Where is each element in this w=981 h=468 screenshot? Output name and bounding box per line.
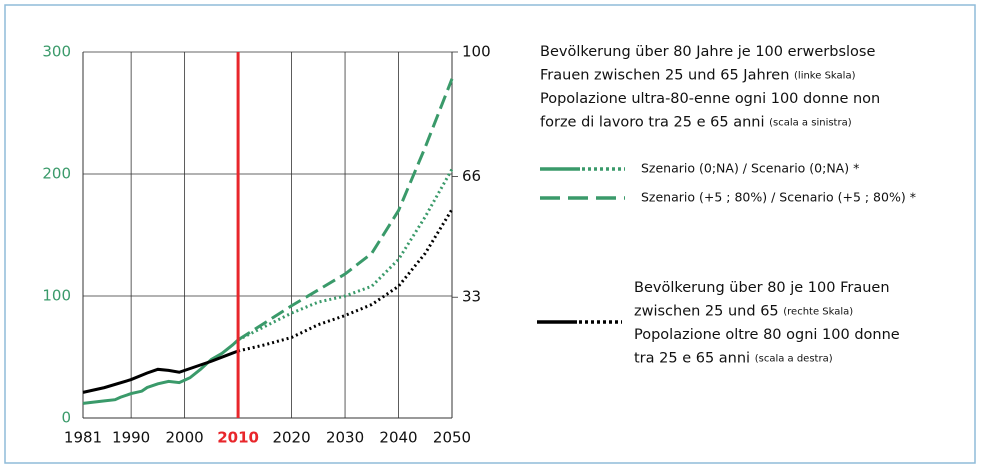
- x-tick-label: 2050: [433, 429, 471, 447]
- note-line: tra 25 e 65 anni (scala a destra): [634, 351, 833, 367]
- series-line: [82, 338, 240, 405]
- note-text: forze di lavoro tra 25 e 65 anni: [540, 115, 765, 131]
- x-tick-label: 2000: [166, 429, 204, 447]
- series-line: [237, 168, 454, 342]
- note-line: Frauen zwischen 25 und 65 Jahren (linke …: [540, 68, 856, 84]
- note-line: Popolazione oltre 80 ogni 100 donne: [634, 327, 900, 343]
- y2-tick-label: 100: [462, 43, 491, 61]
- y-tick-label: 300: [42, 43, 71, 61]
- note-line: forze di lavoro tra 25 e 65 anni (scala …: [540, 115, 852, 131]
- x-tick-label: 1981: [64, 429, 102, 447]
- series-line: [237, 78, 454, 342]
- note-small: (linke Skala): [794, 71, 856, 82]
- note-line: zwischen 25 und 65 (rechte Skala): [634, 304, 853, 320]
- note-text: tra 25 e 65 anni: [634, 351, 750, 367]
- y-tick-label: 200: [42, 165, 71, 183]
- note-line: Popolazione ultra-80-enne ogni 100 donne…: [540, 91, 880, 107]
- note-text: Popolazione oltre 80 ogni 100 donne: [634, 327, 900, 343]
- note-small: (rechte Skala): [783, 307, 853, 318]
- frame: [4, 4, 976, 464]
- legend-label: Szenario (0;NA) / Scenario (0;NA) *: [641, 161, 859, 176]
- legend-symbols: [537, 167, 625, 324]
- x-tick-label: 2040: [379, 429, 417, 447]
- series-line: [237, 208, 454, 353]
- y2-tick-label: 33: [462, 288, 481, 306]
- note-text: Bevölkerung über 80 Jahre je 100 erwerbs…: [540, 44, 875, 60]
- note-small: (scala a sinistra): [769, 118, 852, 129]
- y-tick-label: 0: [61, 409, 71, 427]
- x-tick-label: 2010: [217, 429, 259, 447]
- note-small: (scala a destra): [755, 354, 833, 365]
- note-line: Bevölkerung über 80 je 100 Frauen: [634, 280, 890, 296]
- series-line: [82, 349, 239, 394]
- y-tick-label: 100: [42, 287, 71, 305]
- note-text: zwischen 25 und 65: [634, 304, 779, 320]
- y2-tick-label: 66: [462, 167, 481, 185]
- note-text: Frauen zwischen 25 und 65 Jahren: [540, 68, 789, 84]
- note-line: Bevölkerung über 80 Jahre je 100 erwerbs…: [540, 44, 875, 60]
- note-text: Bevölkerung über 80 je 100 Frauen: [634, 280, 890, 296]
- legend-label: Szenario (+5 ; 80%) / Scenario (+5 ; 80%…: [641, 190, 916, 205]
- note-text: Popolazione ultra-80-enne ogni 100 donne…: [540, 91, 880, 107]
- x-tick-label: 2020: [272, 429, 310, 447]
- x-tick-label: 1990: [112, 429, 150, 447]
- x-tick-label: 2030: [326, 429, 364, 447]
